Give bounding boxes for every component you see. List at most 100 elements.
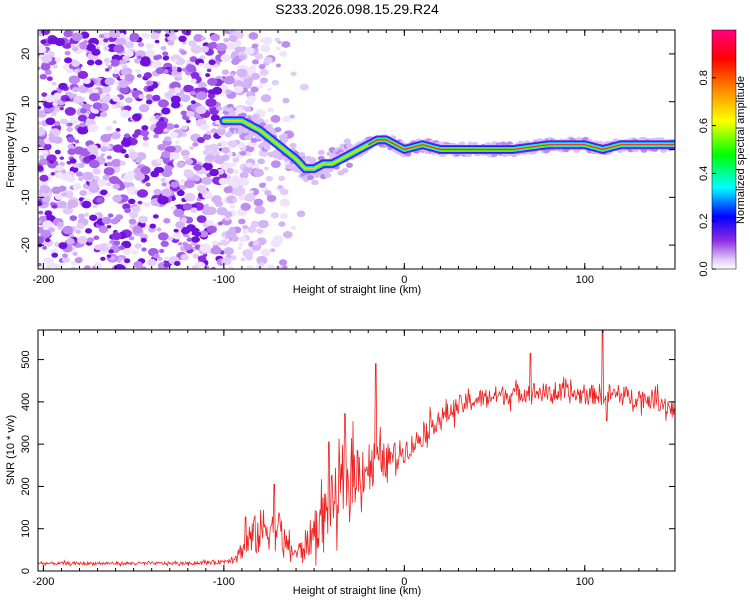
spectrogram-cell xyxy=(58,242,68,250)
spectrogram-cell xyxy=(141,247,147,252)
spectrogram-cell xyxy=(177,241,183,246)
spectrogram-cell xyxy=(263,118,270,124)
spectrogram-cell xyxy=(180,110,188,116)
spectrogram-cell xyxy=(200,45,209,53)
spectrogram-cell xyxy=(78,197,85,202)
spectrogram-cell xyxy=(251,59,259,65)
spectrogram-xtick-label: 100 xyxy=(576,274,594,286)
spectrogram-cell xyxy=(289,114,295,119)
spectrogram-cell xyxy=(190,71,200,79)
colorbar-label: Normalized spectral amplitude xyxy=(735,76,747,224)
spectrogram-cell xyxy=(44,94,56,103)
spectrogram-cell xyxy=(270,248,276,253)
spectrogram-cell xyxy=(74,139,80,144)
spectrogram-ytick-label: -20 xyxy=(20,237,32,253)
spectrogram-cell xyxy=(128,236,135,241)
spectrogram-cell xyxy=(128,218,137,225)
spectrogram-cell xyxy=(121,138,132,147)
spectrogram-cell xyxy=(210,266,217,269)
snr-ytick-label: 100 xyxy=(20,520,32,538)
spectrogram-cell xyxy=(88,159,100,169)
colorbar-gradient xyxy=(711,29,737,270)
spectrogram-cell xyxy=(103,57,110,63)
spectrogram-cell xyxy=(67,204,73,209)
spectrogram-cell xyxy=(182,155,190,161)
spectrogram-cell xyxy=(186,237,193,242)
spectrogram-cell xyxy=(184,192,196,202)
spectrogram-cell xyxy=(88,154,96,160)
spectrogram-cell xyxy=(282,115,291,123)
snr-xtick-label: -100 xyxy=(213,576,235,588)
spectrogram-cell xyxy=(221,154,230,161)
spectrogram-cell xyxy=(167,236,174,241)
spectrogram-cell xyxy=(204,144,212,151)
spectrogram-cell xyxy=(193,34,204,42)
spectrogram-cell xyxy=(153,188,162,196)
spectrogram-cell xyxy=(173,208,185,218)
spectrogram-cell xyxy=(118,245,125,251)
spectrogram-cell xyxy=(186,224,196,232)
spectrogram-cell xyxy=(207,89,215,95)
spectrogram-cell xyxy=(244,193,256,202)
spectrogram-cell xyxy=(82,171,94,181)
spectrogram-cell xyxy=(230,72,236,77)
spectrogram-cell xyxy=(38,121,42,126)
spectrogram-cell xyxy=(136,74,142,78)
spectrogram-cell xyxy=(150,32,160,40)
spectrogram-cell xyxy=(248,32,259,40)
spectrogram-cell xyxy=(101,141,110,148)
spectrogram-cell xyxy=(258,219,269,229)
spectrogram-cell xyxy=(70,266,77,269)
spectrogram-cell xyxy=(209,168,219,177)
spectrogram-cell xyxy=(122,248,132,255)
spectrogram-cell xyxy=(131,205,141,213)
spectrogram-cell xyxy=(207,92,216,99)
spectrogram-cell xyxy=(238,236,247,243)
spectrogram-cell xyxy=(52,136,63,144)
spectrogram-cell xyxy=(145,99,153,105)
spectrogram-cell xyxy=(189,90,197,96)
spectrogram-cell xyxy=(92,204,98,209)
spectrogram-cell xyxy=(253,198,264,207)
spectrogram-cell xyxy=(201,176,213,186)
spectrogram-cell xyxy=(225,229,237,239)
spectrogram-cell xyxy=(133,261,143,269)
spectrogram-cell xyxy=(172,70,179,76)
spectrogram-cell xyxy=(134,243,142,249)
spectrogram-cell xyxy=(155,115,161,120)
spectrogram-ridge-halo xyxy=(345,162,353,168)
spectrogram-cell xyxy=(260,94,272,103)
spectrogram-ridge-halo xyxy=(324,172,332,178)
snr-series-line xyxy=(38,330,675,568)
spectrogram-cell xyxy=(278,221,286,227)
spectrogram-cell xyxy=(214,63,219,68)
spectrogram-cell xyxy=(247,95,257,103)
spectrogram-cell xyxy=(145,80,154,86)
spectrogram-cell xyxy=(129,32,140,41)
spectrogram-cell xyxy=(53,263,61,269)
spectrogram-cell xyxy=(64,57,73,64)
spectrogram-cell xyxy=(52,204,57,209)
spectrogram-cell xyxy=(142,141,150,148)
spectrogram-cell xyxy=(50,172,56,176)
spectrogram-cell xyxy=(260,44,271,53)
spectrogram-ridge-halo xyxy=(244,106,252,112)
spectrogram-cell xyxy=(133,167,142,175)
spectrogram-cell xyxy=(131,113,142,121)
spectrogram-cell xyxy=(80,108,87,114)
spectrogram-cell xyxy=(108,175,120,185)
spectrogram-cell xyxy=(104,77,115,86)
spectrogram-cell xyxy=(221,257,232,266)
spectrogram-cell xyxy=(205,73,211,78)
spectrogram-cell xyxy=(241,80,253,89)
spectrogram-cell xyxy=(242,229,249,235)
spectrogram-cell xyxy=(221,146,230,154)
spectrogram-cell xyxy=(170,205,177,211)
spectrogram-cell xyxy=(223,186,233,194)
spectrogram-cell xyxy=(180,94,191,103)
spectrogram-cell xyxy=(210,41,217,47)
spectrogram-cell xyxy=(218,177,228,185)
spectrogram-cell xyxy=(100,153,105,157)
